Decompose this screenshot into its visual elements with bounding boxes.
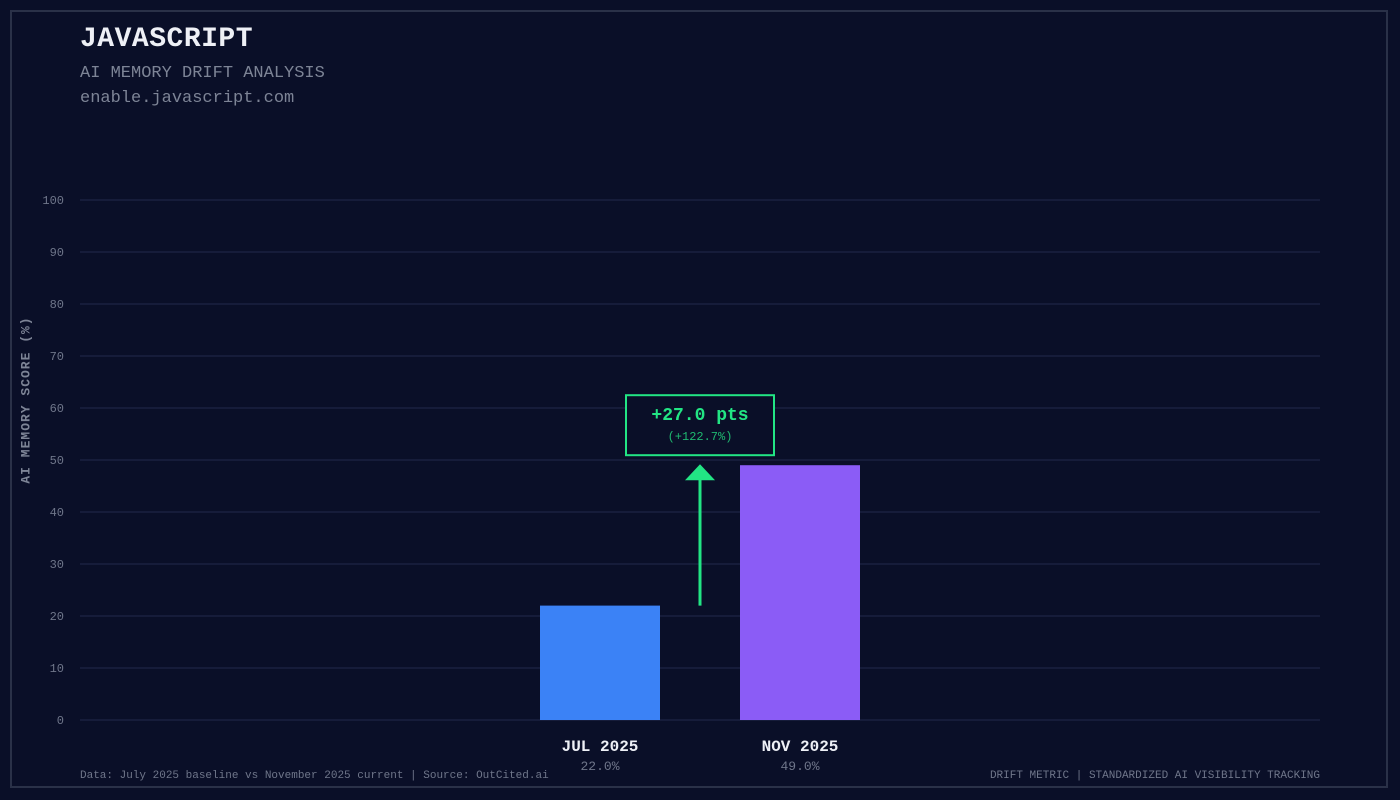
y-tick-label: 80 [50,298,64,312]
change-annotation-box [625,394,775,457]
chart-subtitle: AI MEMORY DRIFT ANALYSIS [80,64,325,83]
y-tick-label: 0 [57,714,64,728]
bar [540,605,660,720]
y-tick-label: 10 [50,662,64,676]
y-tick-label: 30 [50,558,64,572]
y-tick-label: 40 [50,506,64,520]
y-tick-label: 100 [42,194,64,208]
change-arrow-head [685,464,715,481]
chart-title: JAVASCRIPT [80,24,254,55]
y-tick-label: 90 [50,246,64,260]
y-tick-label: 60 [50,402,64,416]
x-tick-label: JUL 2025 [562,738,639,756]
chart-frame [10,10,1388,788]
domain-label: enable.javascript.com [80,89,295,108]
footer-source: Data: July 2025 baseline vs November 202… [80,770,549,782]
y-tick-label: 50 [50,454,64,468]
change-percent-label: (+122.7%) [668,430,733,444]
change-points-label: +27.0 pts [651,406,748,426]
bar [740,465,860,720]
y-tick-label: 70 [50,350,64,364]
bar-value-label: 22.0% [580,759,619,774]
x-tick-label: NOV 2025 [762,738,839,756]
y-tick-label: 20 [50,610,64,624]
footer-metric-note: DRIFT METRIC | STANDARDIZED AI VISIBILIT… [989,770,1320,782]
bar-value-label: 49.0% [780,759,819,774]
